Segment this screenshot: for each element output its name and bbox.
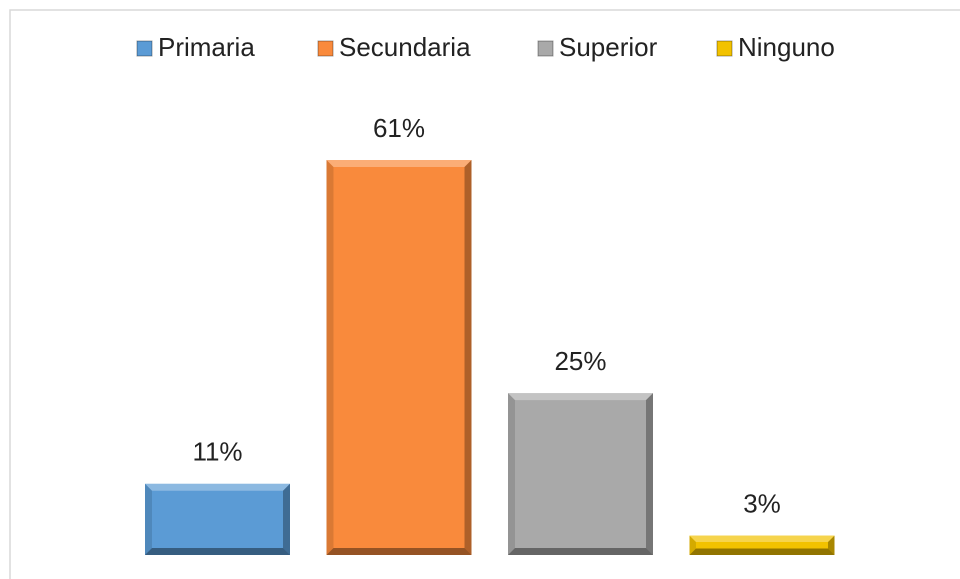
bar-bevel: [464, 160, 472, 555]
legend-label: Primaria: [158, 32, 255, 62]
legend-label: Superior: [559, 32, 658, 62]
bar-bevel: [689, 535, 696, 555]
bar-bevel: [689, 535, 835, 543]
bar-bevel: [508, 548, 653, 555]
legend-swatch: [537, 40, 554, 57]
legend-swatch: [716, 40, 733, 57]
bar: [145, 483, 290, 555]
bar-bevel: [326, 160, 472, 167]
bar: [689, 535, 835, 555]
bar-bevel: [326, 548, 472, 555]
data-label: 61%: [373, 113, 425, 143]
legend-label: Ninguno: [738, 32, 835, 62]
bar-bevel: [326, 160, 334, 555]
bar-bevel: [145, 483, 152, 555]
bar-bevel: [145, 483, 290, 491]
bar: [508, 393, 653, 555]
bar-bevel: [145, 548, 290, 555]
legend-swatch: [317, 40, 334, 57]
bar: [326, 160, 472, 555]
bar-bevel: [283, 483, 290, 555]
bar-bevel: [828, 535, 835, 555]
legend-label: Secundaria: [339, 32, 471, 62]
bar-bevel: [508, 393, 653, 401]
data-label: 11%: [192, 437, 242, 467]
bar-bevel: [689, 548, 835, 555]
bar-bevel: [508, 393, 515, 555]
bar-bevel: [646, 393, 653, 555]
data-label: 3%: [743, 488, 781, 518]
data-label: 25%: [554, 346, 606, 376]
legend-swatch: [136, 40, 153, 57]
